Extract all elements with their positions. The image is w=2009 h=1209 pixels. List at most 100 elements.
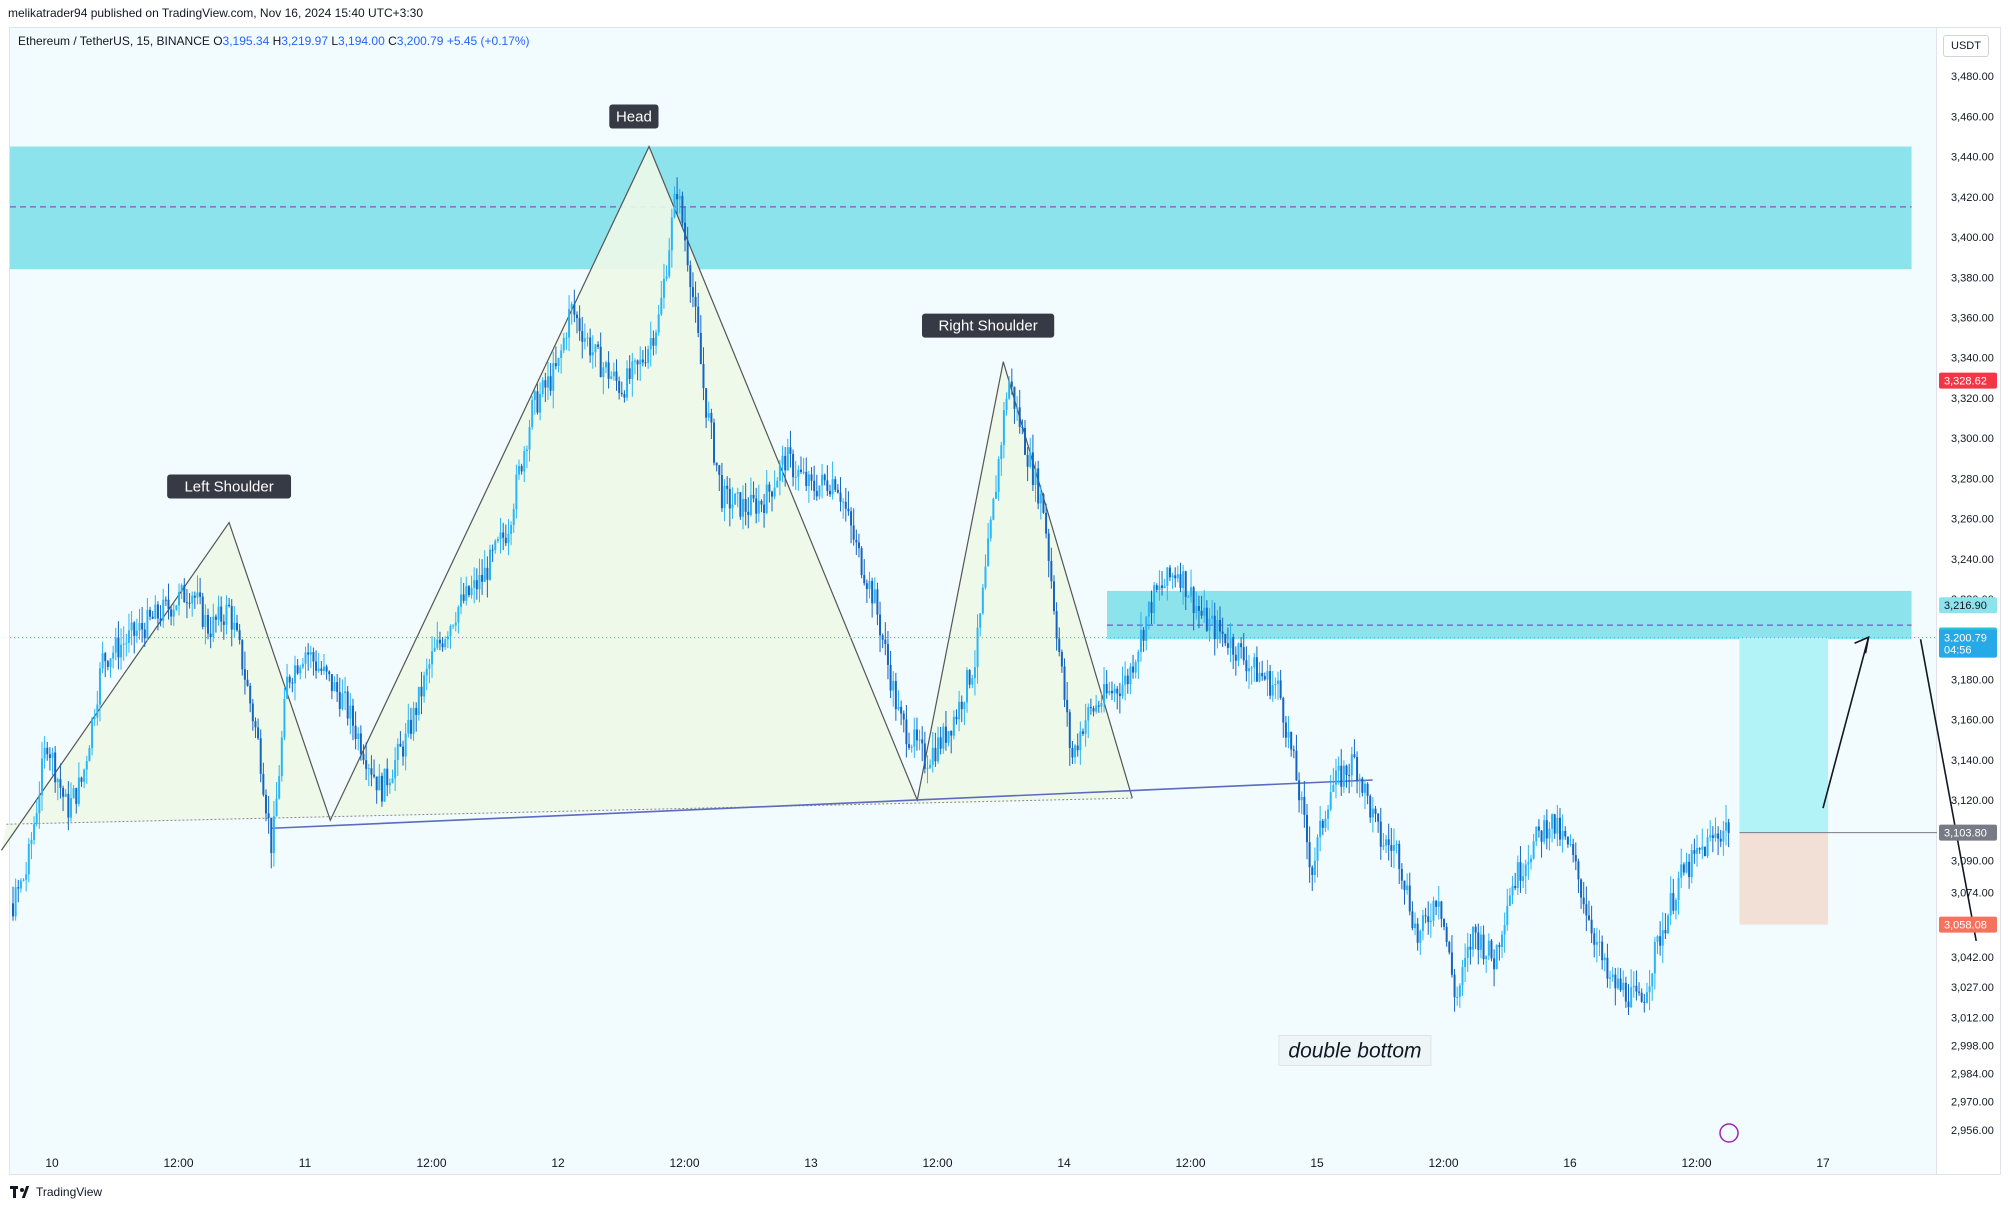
- candle-body: [193, 595, 196, 598]
- candle-body: [491, 549, 494, 551]
- candle-body: [1685, 861, 1688, 873]
- position-stop-zone: [1739, 832, 1829, 925]
- pattern-label-right-shoulder: Right Shoulder: [938, 318, 1037, 335]
- candle-body: [1353, 754, 1356, 758]
- candle-body: [1190, 587, 1193, 597]
- candle-body: [1553, 814, 1556, 834]
- footer-brand-label: TradingView: [36, 1185, 103, 1199]
- candle-body: [254, 721, 257, 728]
- candle-body: [27, 844, 30, 875]
- candle-body: [984, 566, 987, 588]
- candle-body: [407, 719, 410, 734]
- currency-unit-button[interactable]: USDT: [1943, 35, 1989, 57]
- candle-body: [164, 599, 167, 601]
- candle-body: [905, 719, 908, 745]
- candle-body: [204, 614, 207, 627]
- close-value: 3,200.79: [396, 34, 444, 48]
- candle-body: [1701, 846, 1704, 850]
- candle-body: [1179, 574, 1182, 588]
- candle-body: [1443, 918, 1446, 927]
- candle-body: [1261, 672, 1264, 677]
- candle-body: [1574, 855, 1577, 862]
- candle-body: [1524, 864, 1527, 877]
- candle-body: [720, 474, 723, 509]
- candle-body: [734, 493, 737, 505]
- candle-body: [1176, 574, 1179, 579]
- candle-body: [620, 392, 623, 395]
- candle-body: [452, 625, 455, 627]
- close-label: C: [388, 34, 397, 48]
- candle-body: [201, 596, 204, 627]
- candle-body: [1622, 982, 1625, 991]
- candle-body: [17, 887, 20, 889]
- head-and-shoulders-outline: [0, 145, 1133, 851]
- candle-body: [246, 679, 249, 686]
- x-tick-label: 13: [804, 1156, 818, 1170]
- candle-body: [125, 642, 128, 644]
- candle-body: [93, 717, 96, 719]
- price-label-text-last: 3,200.79: [1944, 633, 1987, 645]
- candle-body: [881, 635, 884, 640]
- candle-body: [1464, 958, 1467, 968]
- candle-body: [886, 644, 889, 665]
- y-tick-label: 3,340.00: [1951, 353, 1994, 365]
- candle-body: [62, 787, 65, 797]
- candle-body: [681, 195, 684, 223]
- candle-body: [805, 471, 808, 487]
- candle-body: [1166, 567, 1169, 586]
- candle-body: [599, 346, 602, 377]
- candle-body: [346, 691, 349, 719]
- candle-body: [1334, 770, 1337, 785]
- candle-body: [1590, 919, 1593, 934]
- candle-body: [1295, 750, 1298, 781]
- candle-body: [749, 494, 752, 515]
- x-tick-label: 12: [551, 1156, 565, 1170]
- candle-body: [836, 489, 839, 493]
- candle-body: [1029, 452, 1032, 467]
- candle-body: [1537, 826, 1540, 831]
- symbol-name[interactable]: Ethereum / TetherUS, 15, BINANCE: [18, 34, 210, 48]
- candle-body: [462, 594, 465, 601]
- candle-body: [1058, 638, 1061, 652]
- candle-body: [641, 359, 644, 363]
- candle-body: [713, 422, 716, 463]
- candle-body: [1021, 427, 1024, 429]
- candle-body: [707, 413, 710, 418]
- candle-body: [794, 476, 797, 478]
- candle-body: [1092, 708, 1095, 712]
- footer-brand[interactable]: TradingView: [10, 1185, 102, 1199]
- candle-body: [278, 776, 281, 799]
- candle-body: [51, 752, 54, 759]
- candle-body: [1522, 876, 1525, 881]
- candle-body: [842, 501, 845, 503]
- candle-body: [565, 337, 568, 339]
- candle-body: [686, 240, 689, 266]
- candle-body: [876, 589, 879, 615]
- candle-body: [101, 653, 104, 669]
- candle-body: [1508, 895, 1511, 906]
- candle-body: [1081, 731, 1084, 734]
- candle-body: [149, 609, 152, 617]
- price-label-text-zone-top: 3,216.90: [1944, 600, 1987, 612]
- x-tick-label: 16: [1563, 1156, 1577, 1170]
- candle-body: [141, 622, 144, 630]
- candle-body: [1052, 581, 1055, 612]
- neckline: [272, 779, 1373, 830]
- candle-body: [436, 639, 439, 648]
- candle-body: [1221, 631, 1224, 634]
- candle-body: [130, 622, 133, 631]
- candle-body: [1722, 830, 1725, 842]
- candle-body: [892, 681, 895, 691]
- candle-body: [900, 706, 903, 714]
- candle-body: [807, 474, 810, 487]
- candle-body: [744, 499, 747, 512]
- candle-body: [1511, 885, 1514, 896]
- y-tick-label: 2,970.00: [1951, 1097, 1994, 1109]
- candle-body: [1453, 974, 1456, 998]
- candle-body: [1727, 822, 1730, 833]
- candle-body: [705, 388, 708, 418]
- candle-body: [615, 371, 618, 381]
- candle-body: [402, 746, 405, 757]
- candle-body: [1456, 997, 1459, 999]
